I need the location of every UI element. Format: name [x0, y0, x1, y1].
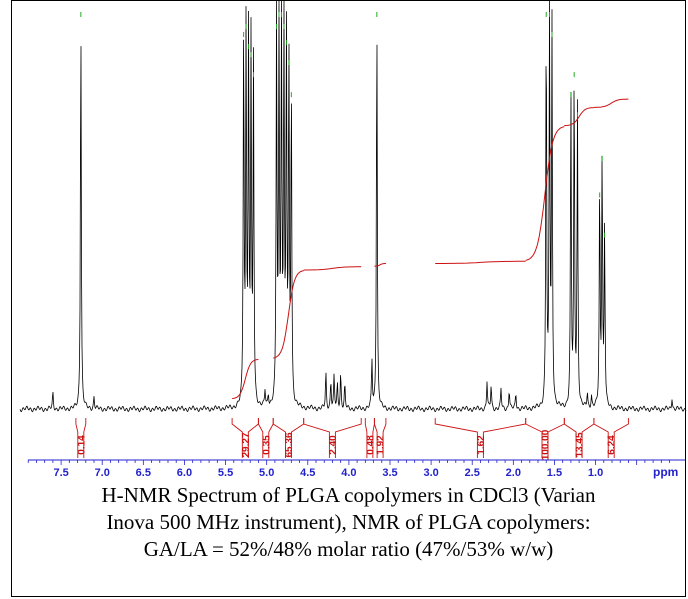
- caption-line-1: H-NMR Spectrum of PLGA copolymers in CDC…: [101, 483, 596, 507]
- integral-curve: [435, 260, 526, 264]
- integral-value-label: 65.36: [284, 432, 295, 457]
- figure-caption: H-NMR Spectrum of PLGA copolymers in CDC…: [12, 482, 685, 563]
- x-tick-label: 4.5: [300, 467, 315, 479]
- integral-bracket: [593, 418, 629, 458]
- integral-value-label: 0.14: [76, 435, 87, 455]
- integral-curve: [564, 107, 594, 127]
- integral-curve: [303, 266, 362, 271]
- integral-value-label: 1.92: [376, 435, 387, 455]
- x-tick-label: 1.0: [588, 467, 603, 479]
- x-tick-label: 6.0: [177, 467, 192, 479]
- integral-bracket: [373, 418, 387, 458]
- x-tick-label: 5.5: [218, 467, 233, 479]
- x-tick-label: 2.0: [506, 467, 521, 479]
- integral-curve: [525, 126, 565, 261]
- nmr-spectrum-chart: 0.14 29.27 0.35 65.36 2.40 0.48 1.92 1.62 100.00…: [19, 0, 687, 479]
- integral-value-label: 2.40: [328, 435, 339, 455]
- x-tick-label: 7.5: [53, 467, 68, 479]
- x-tick-label: 3.0: [423, 467, 438, 479]
- integral-bracket: [75, 418, 87, 458]
- integral-value-label: 100.00: [541, 429, 552, 460]
- x-tick-label: 3.5: [382, 467, 397, 479]
- x-tick-label: 1.5: [547, 467, 562, 479]
- integral-value-label: 6.24: [607, 435, 618, 455]
- caption-line-2: Inova 500 MHz instrument), NMR of PLGA c…: [106, 510, 591, 534]
- integral-curve: [593, 98, 629, 108]
- integral-value-label: 1.62: [476, 435, 487, 455]
- spectrum-trace: [19, 0, 687, 413]
- integral-curve: [273, 270, 304, 359]
- x-tick-label: 5.0: [259, 467, 274, 479]
- integral-curve: [374, 263, 386, 267]
- integral-value-label: 0.35: [261, 435, 272, 455]
- integral-bracket: [303, 418, 362, 458]
- spectrum-layer: [19, 0, 687, 413]
- integral-value-label: 13.45: [575, 432, 586, 457]
- x-tick-label: 4.0: [341, 467, 356, 479]
- x-axis: 7.5 7.0 6.5 6.0 5.5 5.0 4.5 4.0 3.5 3.0 2.5 2.0 1.5 1…: [27, 459, 685, 479]
- integral-layer: 0.14 29.27 0.35 65.36 2.40 0.48 1.92 1.62 100.00…: [75, 98, 629, 460]
- x-tick-label: 6.5: [136, 467, 151, 479]
- x-tick-label: 7.0: [95, 467, 110, 479]
- caption-line-3: GA/LA = 52%/48% molar ratio (47%/53% w/w…: [143, 537, 554, 561]
- integral-curve: [232, 358, 259, 399]
- integral-value-label: 29.27: [241, 432, 252, 457]
- integral-value-label: 0.48: [365, 435, 376, 455]
- x-axis-unit-label: ppm: [653, 465, 678, 479]
- x-tick-label: 2.5: [465, 467, 480, 479]
